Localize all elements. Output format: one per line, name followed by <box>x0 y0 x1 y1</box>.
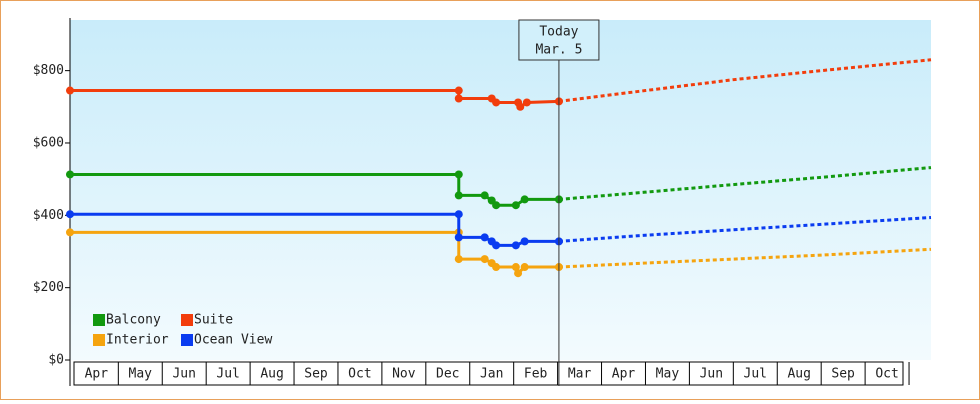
x-tick-label: Jan <box>480 367 503 382</box>
x-tick-label: Oct <box>875 367 898 382</box>
x-tick-label: Apr <box>612 367 636 382</box>
price-dot <box>511 263 520 272</box>
price-dot <box>516 102 525 111</box>
x-tick-label: Apr <box>85 367 109 382</box>
legend-swatch <box>181 334 193 346</box>
price-dot <box>520 237 529 246</box>
price-dot <box>480 255 489 264</box>
x-tick-label: Jun <box>172 367 195 382</box>
y-tick-label: $0 <box>48 353 64 368</box>
today-label: Today <box>539 25 578 40</box>
legend-label: Balcony <box>106 313 161 328</box>
legend-swatch <box>93 314 105 326</box>
month-strip <box>73 361 904 386</box>
price-dot <box>66 170 74 179</box>
today-box <box>518 19 600 61</box>
price-dot <box>514 269 523 278</box>
price-dot <box>480 233 489 242</box>
x-tick-label: Aug <box>260 367 283 382</box>
price-dot <box>511 201 520 210</box>
y-tick-label: $400 <box>33 208 64 223</box>
x-tick-label: May <box>656 367 680 382</box>
x-tick-label: Feb <box>524 367 548 382</box>
price-dot <box>454 191 463 200</box>
y-tick-label: $200 <box>33 280 64 295</box>
x-tick-label: Sep <box>831 367 855 382</box>
x-tick-label: Jun <box>700 367 723 382</box>
price-dot <box>66 210 74 219</box>
x-tick-label: May <box>129 367 153 382</box>
x-tick-label: Nov <box>392 367 416 382</box>
price-dot <box>454 86 463 95</box>
today-date: Mar. 5 <box>535 43 582 58</box>
price-dot <box>454 170 463 179</box>
x-tick-label: Mar <box>568 367 592 382</box>
legend-label: Suite <box>194 313 233 328</box>
price-dot <box>492 241 501 250</box>
legend-swatch <box>181 314 193 326</box>
forecast-line <box>558 215 932 243</box>
x-tick-label: Aug <box>787 367 810 382</box>
y-tick-label: $600 <box>33 135 64 150</box>
forecast-line <box>558 247 932 269</box>
price-dot <box>511 241 520 250</box>
price-dot <box>454 255 463 264</box>
price-dot <box>492 98 501 107</box>
legend-label: Ocean View <box>194 333 272 348</box>
price-dot <box>454 233 463 242</box>
x-tick-label: Sep <box>304 367 328 382</box>
forecast-line <box>558 166 932 201</box>
price-dot <box>520 195 529 204</box>
legend-label: Interior <box>106 333 169 348</box>
price-dot <box>492 263 501 272</box>
price-dot <box>480 191 489 200</box>
y-tick-label: $800 <box>33 63 64 78</box>
price-dot <box>522 98 531 107</box>
legend-swatch <box>93 334 105 346</box>
forecast-line <box>558 58 932 103</box>
price-dot <box>454 94 463 103</box>
price-dot <box>520 263 529 272</box>
x-tick-label: Dec <box>436 367 459 382</box>
price-dot <box>492 201 501 210</box>
x-tick-label: Jul <box>744 367 767 382</box>
x-tick-label: Jul <box>216 367 239 382</box>
price-dot <box>454 210 463 219</box>
plot-area <box>70 20 931 360</box>
price-dot <box>66 228 74 237</box>
x-tick-label: Oct <box>348 367 371 382</box>
price-dot <box>66 86 74 95</box>
